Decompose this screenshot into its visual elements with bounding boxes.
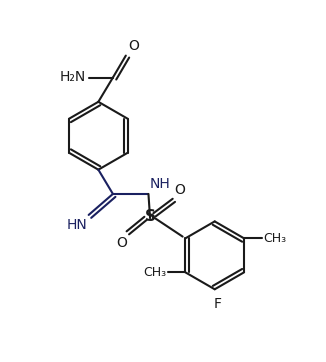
Text: HN: HN [66,218,87,232]
Text: F: F [214,297,222,311]
Text: CH₃: CH₃ [263,232,287,245]
Text: O: O [174,183,185,197]
Text: CH₃: CH₃ [143,266,166,279]
Text: O: O [128,39,139,53]
Text: NH: NH [150,177,171,191]
Text: S: S [144,209,156,224]
Text: O: O [117,236,127,250]
Text: H₂N: H₂N [59,70,85,84]
